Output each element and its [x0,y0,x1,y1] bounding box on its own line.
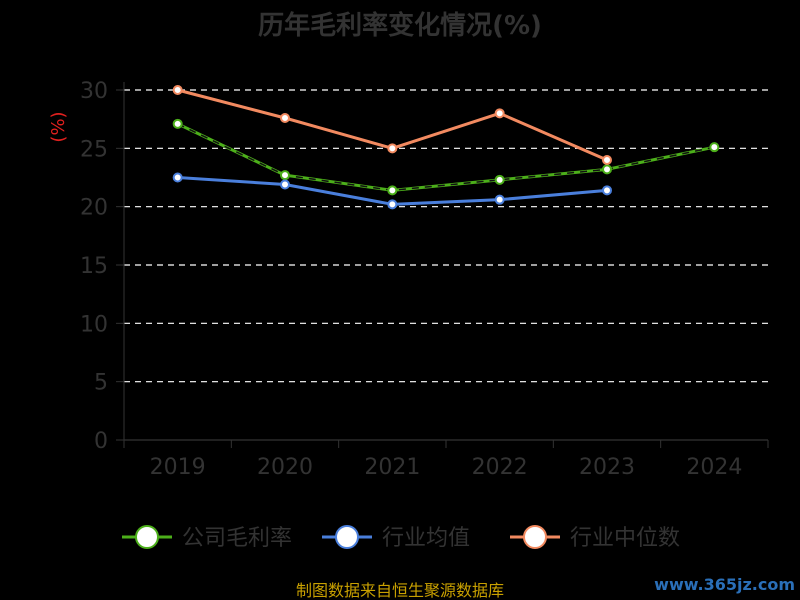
watermark: www.365jz.com [654,575,795,594]
x-tick-label: 2021 [364,455,420,480]
y-tick-label: 10 [80,312,108,337]
data-point [494,194,505,205]
y-tick-label: 15 [80,254,108,279]
data-point [280,170,290,181]
data-point [280,179,290,190]
legend-marker [335,525,359,549]
data-point [494,174,505,185]
data-point [280,113,290,123]
y-tick-label: 20 [80,196,108,221]
data-point [494,108,505,119]
data-point [709,142,720,153]
legend-marker [135,525,159,549]
data-point [172,85,183,95]
data-point [387,199,398,210]
legend[interactable]: 公司毛利率 行业均值 行业中位数 [122,525,680,551]
chart-title: 历年毛利率变化情况(%) [258,10,542,41]
data-point [172,118,183,129]
legend-label: 行业中位数 [570,526,680,551]
data-point [387,185,398,196]
x-tick-label: 2022 [472,455,528,480]
y-tick-label: 5 [94,371,108,396]
x-tick-label: 2019 [150,455,206,480]
data-point [387,143,398,154]
y-tick-label: 25 [80,137,108,162]
x-tick-labels: 2019 2020 2021 2022 2023 2024 [150,455,743,480]
trend-line [177,123,715,192]
x-tick-label: 2020 [257,455,313,480]
legend-item[interactable]: 公司毛利率 [122,525,292,551]
data-point [602,185,612,196]
legend-item[interactable]: 行业中位数 [510,525,680,551]
source-note: 制图数据来自恒生聚源数据库 [296,581,504,600]
legend-label: 公司毛利率 [182,526,292,551]
series-layer [172,85,720,210]
grid-lines [116,89,768,441]
y-tick-label: 30 [80,79,108,104]
x-tick-label: 2024 [686,455,742,480]
legend-label: 行业均值 [382,526,470,551]
legend-marker [523,525,547,549]
series-line [177,122,715,192]
data-point [602,155,612,165]
y-axis-label: (%) [48,111,69,142]
y-tick-labels: 0 5 10 15 20 25 30 [80,79,108,454]
x-tick-label: 2023 [579,455,635,480]
y-tick-label: 0 [94,429,108,454]
data-point [172,172,183,183]
axes [123,82,769,448]
data-point [602,164,612,175]
legend-item[interactable]: 行业均值 [322,525,470,551]
